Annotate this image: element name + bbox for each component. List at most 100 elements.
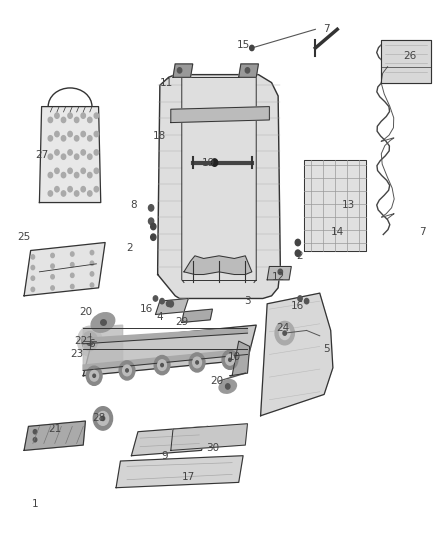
Circle shape (71, 285, 74, 289)
Ellipse shape (219, 379, 237, 393)
Circle shape (154, 356, 170, 375)
Circle shape (88, 117, 92, 123)
Circle shape (61, 135, 66, 141)
Text: 29: 29 (175, 318, 188, 327)
Circle shape (94, 131, 99, 136)
Polygon shape (267, 266, 291, 280)
Circle shape (88, 154, 92, 159)
Circle shape (212, 159, 218, 166)
Circle shape (94, 113, 99, 118)
Circle shape (33, 430, 37, 434)
Text: 20: 20 (210, 376, 223, 386)
Text: 7: 7 (323, 25, 330, 34)
Polygon shape (158, 75, 280, 298)
Circle shape (55, 168, 59, 174)
Circle shape (74, 154, 79, 159)
Circle shape (278, 269, 283, 274)
Circle shape (31, 255, 35, 259)
Circle shape (55, 113, 59, 118)
Circle shape (88, 135, 92, 141)
Text: 2: 2 (297, 251, 304, 261)
Text: 18: 18 (153, 131, 166, 141)
Circle shape (94, 150, 99, 155)
Text: 26: 26 (403, 51, 416, 61)
Polygon shape (173, 64, 193, 77)
Circle shape (283, 331, 286, 335)
Text: 19: 19 (201, 158, 215, 167)
Circle shape (82, 332, 98, 351)
Text: 6: 6 (88, 339, 95, 349)
Circle shape (51, 274, 54, 279)
Text: 16: 16 (291, 302, 304, 311)
Circle shape (31, 265, 35, 270)
Polygon shape (261, 293, 333, 416)
Circle shape (245, 68, 250, 73)
Polygon shape (171, 107, 269, 123)
Polygon shape (39, 107, 101, 203)
Circle shape (193, 357, 201, 368)
Circle shape (161, 364, 163, 367)
Circle shape (119, 361, 135, 380)
Text: 1: 1 (32, 499, 39, 508)
Circle shape (151, 223, 156, 230)
Circle shape (61, 191, 66, 196)
Text: 10: 10 (228, 352, 241, 362)
Circle shape (81, 168, 85, 174)
Circle shape (88, 173, 92, 178)
Circle shape (250, 45, 254, 51)
Circle shape (196, 361, 198, 364)
Circle shape (48, 135, 53, 141)
Circle shape (48, 173, 53, 178)
Circle shape (90, 261, 94, 265)
Text: 14: 14 (331, 227, 344, 237)
Text: 15: 15 (237, 41, 250, 50)
Circle shape (93, 374, 95, 377)
Circle shape (222, 350, 238, 369)
Circle shape (90, 283, 94, 287)
Circle shape (81, 131, 85, 136)
Circle shape (168, 301, 173, 307)
Circle shape (31, 276, 35, 280)
Text: 30: 30 (206, 443, 219, 453)
Text: 5: 5 (323, 344, 330, 354)
Circle shape (51, 253, 54, 257)
Circle shape (148, 205, 154, 211)
Circle shape (123, 365, 131, 376)
Circle shape (74, 117, 79, 123)
Polygon shape (131, 426, 208, 456)
Text: 13: 13 (342, 200, 355, 210)
Text: 4: 4 (156, 312, 163, 322)
Polygon shape (116, 456, 243, 488)
Polygon shape (239, 64, 258, 77)
Polygon shape (184, 256, 252, 274)
Circle shape (151, 234, 156, 240)
Text: 27: 27 (35, 150, 48, 159)
Circle shape (126, 369, 128, 372)
Circle shape (78, 326, 102, 356)
Circle shape (68, 168, 72, 174)
Circle shape (48, 154, 53, 159)
Circle shape (55, 131, 59, 136)
Polygon shape (83, 325, 123, 370)
Circle shape (74, 135, 79, 141)
Circle shape (68, 113, 72, 118)
Text: 8: 8 (130, 200, 137, 210)
Circle shape (93, 407, 113, 430)
Circle shape (229, 358, 231, 361)
Circle shape (55, 187, 59, 192)
Circle shape (166, 301, 171, 306)
Text: 3: 3 (244, 296, 251, 306)
Circle shape (61, 117, 66, 123)
Circle shape (148, 218, 154, 224)
Polygon shape (83, 349, 247, 370)
Circle shape (94, 168, 99, 174)
Text: 9: 9 (161, 451, 168, 461)
Circle shape (68, 187, 72, 192)
Circle shape (71, 252, 74, 256)
Circle shape (160, 298, 164, 304)
Circle shape (81, 113, 85, 118)
Circle shape (153, 296, 158, 301)
Circle shape (90, 251, 94, 255)
Text: 20: 20 (79, 307, 92, 317)
Circle shape (94, 187, 99, 192)
